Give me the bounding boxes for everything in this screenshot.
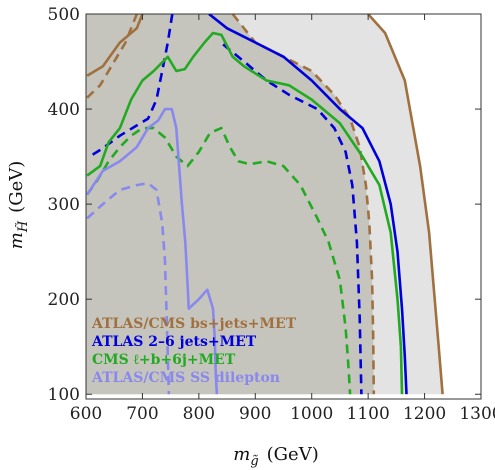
- series-line-3: [86, 14, 139, 99]
- x-tick-label: 700: [126, 404, 158, 424]
- regions-layer: [86, 14, 443, 395]
- y-tick-label: 200: [48, 290, 80, 310]
- series-line-7: [86, 31, 404, 395]
- plot-frame: [85, 13, 482, 400]
- x-tick-label: 800: [183, 404, 215, 424]
- x-tick-label: 900: [239, 404, 271, 424]
- series-line-9: [86, 107, 219, 395]
- series-line-5: [88, 14, 174, 158]
- series-layer: [86, 14, 444, 395]
- legend-item-lb6j-met: CMS ℓ+b+6j+MET: [92, 352, 236, 368]
- series-line-4: [208, 14, 408, 395]
- legend-item-2-6-jets-met: ATLAS 2–6 jets+MET: [91, 334, 257, 350]
- y-tick-label: 300: [48, 195, 80, 215]
- y-tick-label: 500: [48, 5, 80, 25]
- series-line-6: [222, 43, 363, 395]
- legend-item-ss-dilepton: ATLAS/CMS SS dilepton: [91, 370, 280, 386]
- ticks-layer: 600 700 800 900 1000 1100 1200 1300 100 200 300 400…: [48, 5, 495, 424]
- series-line-0: [367, 14, 444, 395]
- y-axis-label: mH̃(GeV): [6, 161, 31, 250]
- series-line-1: [86, 14, 144, 77]
- x-tick-label: 1200: [403, 404, 446, 424]
- region-dark: [86, 14, 374, 395]
- legend-item-bs-jets-met: ATLAS/CMS bs+jets+MET: [91, 316, 297, 332]
- y-tick-label: 100: [48, 385, 80, 405]
- x-tick-label: 1100: [347, 404, 390, 424]
- series-line-10: [86, 181, 171, 395]
- x-tick-label: 1000: [290, 404, 333, 424]
- x-tick-label: 600: [70, 404, 102, 424]
- legend: ATLAS/CMS bs+jets+MET ATLAS 2–6 jets+MET…: [91, 316, 297, 386]
- x-tick-label: 1300: [459, 404, 495, 424]
- x-axis-label: mg̃ (GeV): [233, 444, 318, 469]
- y-tick-label: 400: [48, 100, 80, 120]
- series-line-8: [86, 126, 352, 395]
